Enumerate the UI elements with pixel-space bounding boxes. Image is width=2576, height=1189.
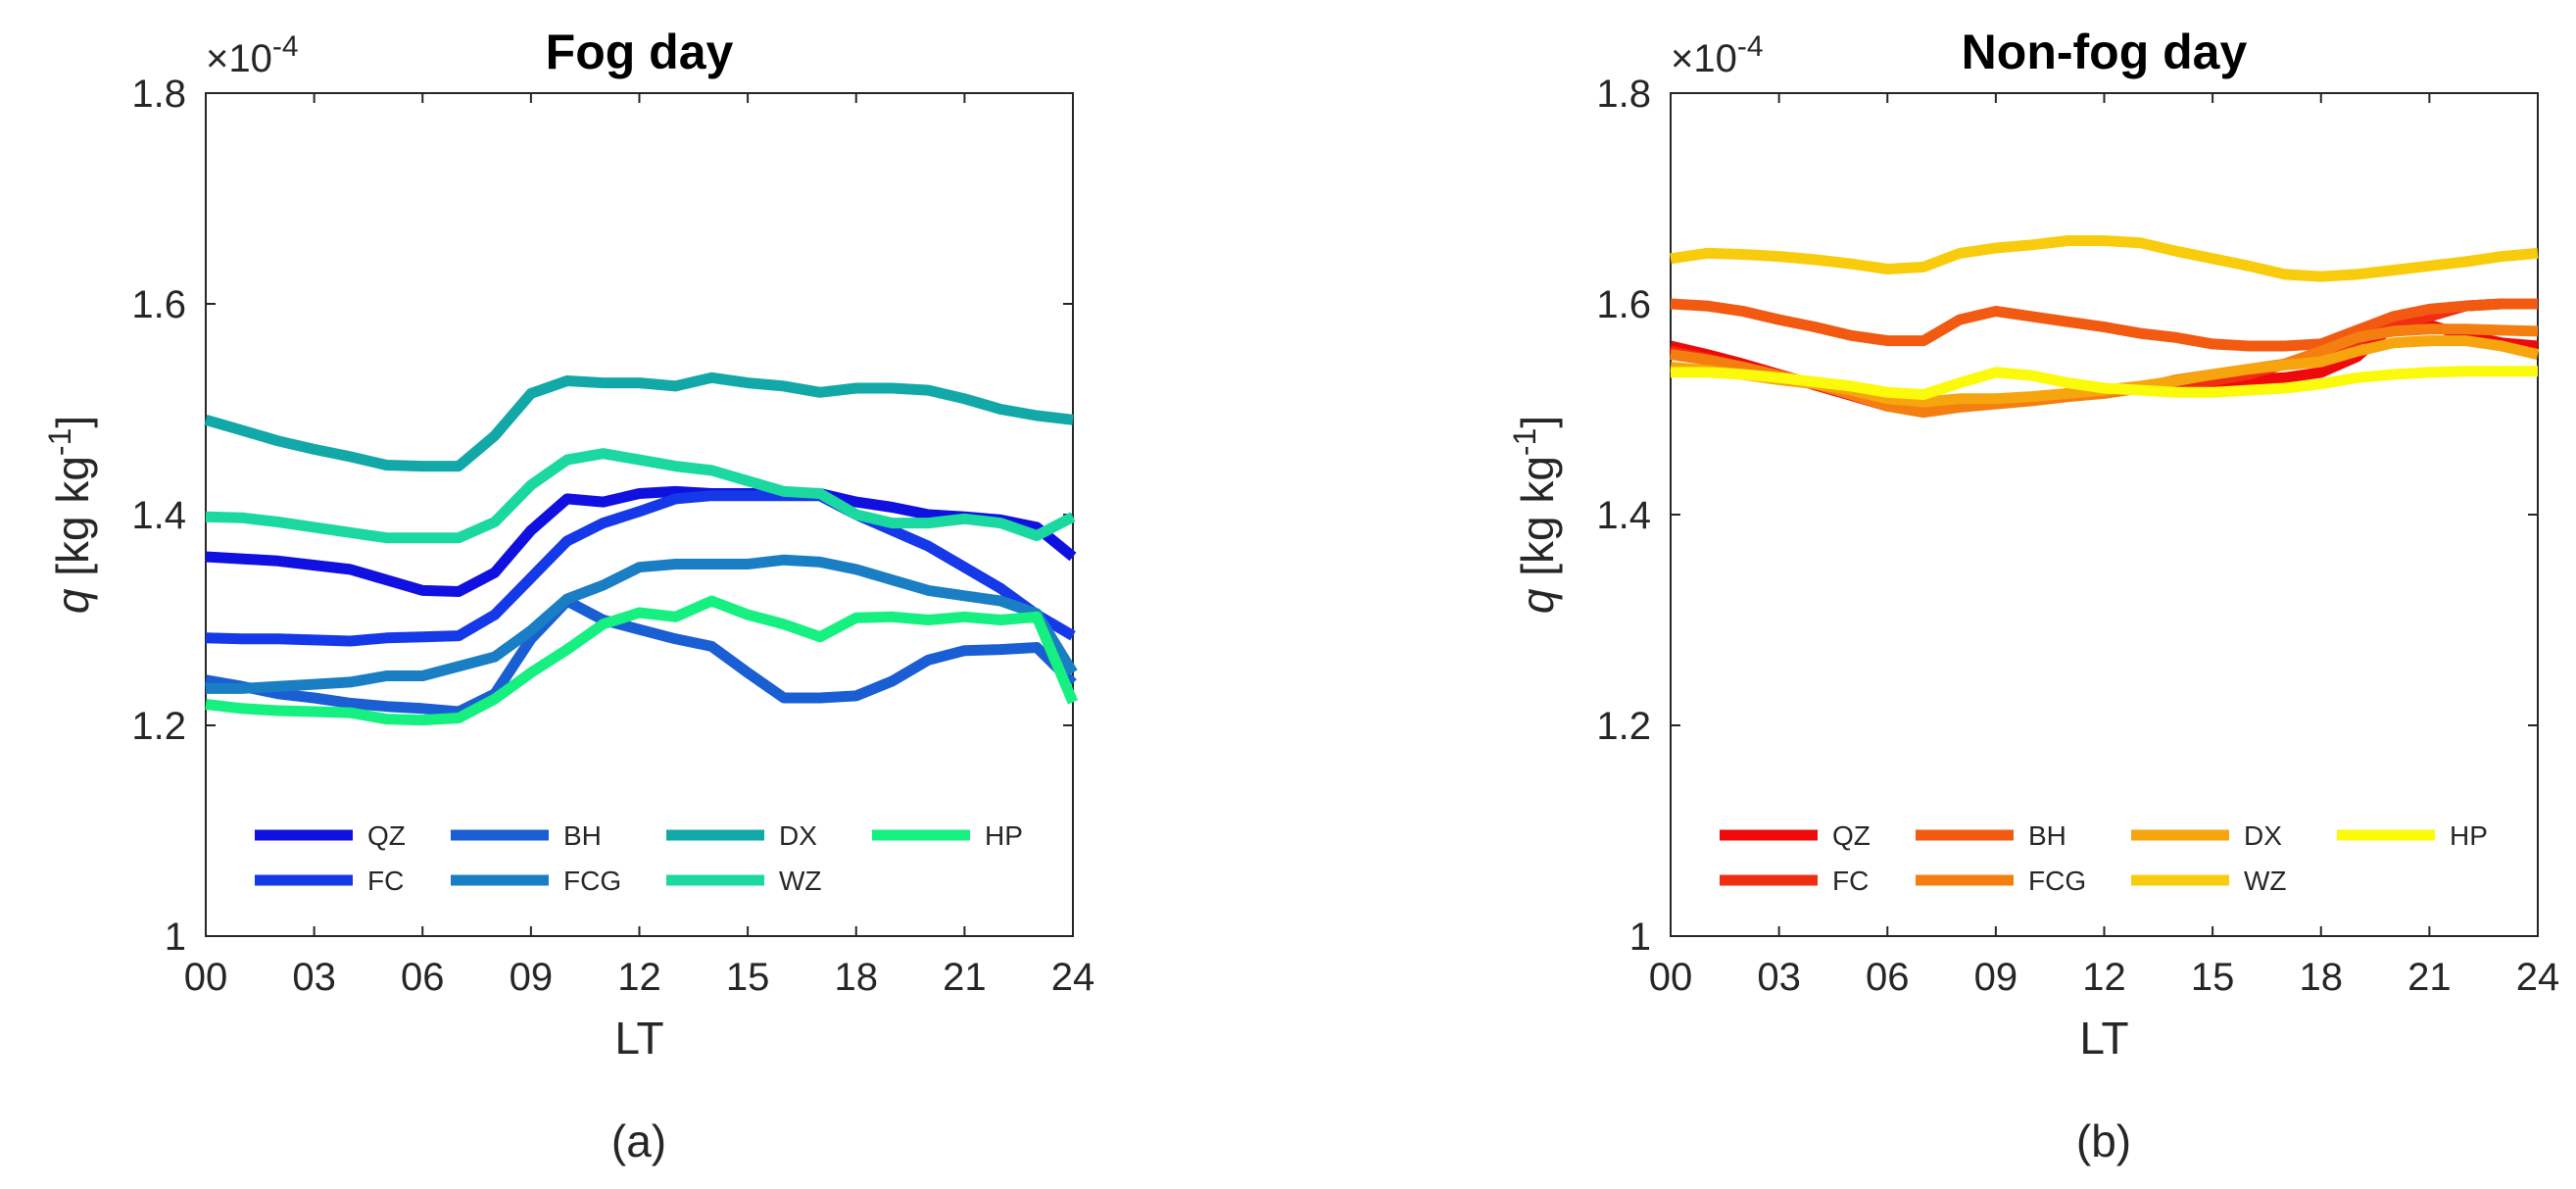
y-tick-label: 1.4 [131,494,186,537]
x-tick-label: 21 [943,956,987,999]
y-tick-label: 1 [1629,916,1651,959]
legend-label-hp: HP [985,820,1023,851]
legend-label-dx: DX [779,820,817,851]
x-tick-label: 09 [510,956,554,999]
y-axis-label: q [kg kg-1] [1507,416,1563,614]
x-tick-label: 06 [1866,956,1910,999]
legend-label-bh: BH [563,820,602,851]
x-tick-label: 03 [292,956,336,999]
legend-label-fcg: FCG [2028,866,2086,896]
legend-label-qz: QZ [1832,820,1871,851]
y-axis-label: q [kg kg-1] [42,416,98,614]
series-line-qz [205,485,1077,597]
x-tick-label: 09 [1974,956,2018,999]
y-tick-label: 1.8 [131,73,186,116]
x-tick-label: 24 [1051,956,1095,999]
legend-label-fc: FC [1832,866,1869,896]
x-tick-label: 03 [1757,956,1801,999]
panel-label: (b) [2076,1115,2131,1166]
legend-label-fcg: FCG [563,866,621,896]
x-tick-label: 06 [401,956,445,999]
series-line-wz [1670,235,2539,282]
panel-label: (a) [611,1115,666,1166]
series-line-bh [205,595,1077,718]
x-tick-label: 12 [617,956,661,999]
y-tick-label: 1.2 [131,705,186,748]
series-line-wz [205,448,1076,544]
y-scale-multiplier: ×10-4 [1671,30,1764,80]
plot-area-frame [1670,92,2539,937]
x-tick-label: 00 [184,956,228,999]
series-line-fc [205,490,1076,647]
legend-label-qz: QZ [367,820,406,851]
series-line-dx [204,372,1074,472]
x-tick-label: 12 [2082,956,2126,999]
legend-label-fc: FC [367,866,404,896]
y-scale-multiplier: ×10-4 [206,30,299,80]
x-tick-label: 18 [835,956,879,999]
y-tick-label: 1.8 [1596,73,1651,116]
chart-panel-b: 00 03 06 09 12 15 18 21 24 1 1.2 1.4 1.6 1.8 ×10-4 Non-… [1507,25,2559,1166]
series-line-hp [205,595,1079,726]
x-tick-label: 24 [2516,956,2560,999]
chart-title: Fog day [546,25,734,79]
y-tick-label: 1.6 [1596,283,1651,326]
x-axis-label: LT [2079,1013,2128,1064]
y-tick-label: 1.2 [1596,705,1651,748]
x-tick-label: 21 [2407,956,2452,999]
chart-panel-a: 00 03 06 09 12 15 18 21 24 1 1.2 1.4 1.6 1.8 ×10-4 Fog … [42,25,1094,1166]
legend-label-wz: WZ [2244,866,2287,896]
legend-label-hp: HP [2450,820,2488,851]
legend-label-wz: WZ [779,866,822,896]
series-line-bh [1670,298,2538,352]
y-tick-label: 1 [165,916,186,959]
chart-title: Non-fog day [1962,25,2248,79]
x-axis-label: LT [614,1013,663,1064]
y-tick-label: 1.6 [131,283,186,326]
legend-label-dx: DX [2244,820,2282,851]
x-tick-label: 15 [2191,956,2235,999]
x-tick-label: 00 [1649,956,1693,999]
x-tick-label: 15 [726,956,770,999]
series-line-hp [1671,366,2538,400]
legend-label-bh: BH [2028,820,2066,851]
y-tick-label: 1.4 [1596,494,1651,537]
x-tick-label: 18 [2300,956,2344,999]
series-line-fcg [206,554,1078,694]
